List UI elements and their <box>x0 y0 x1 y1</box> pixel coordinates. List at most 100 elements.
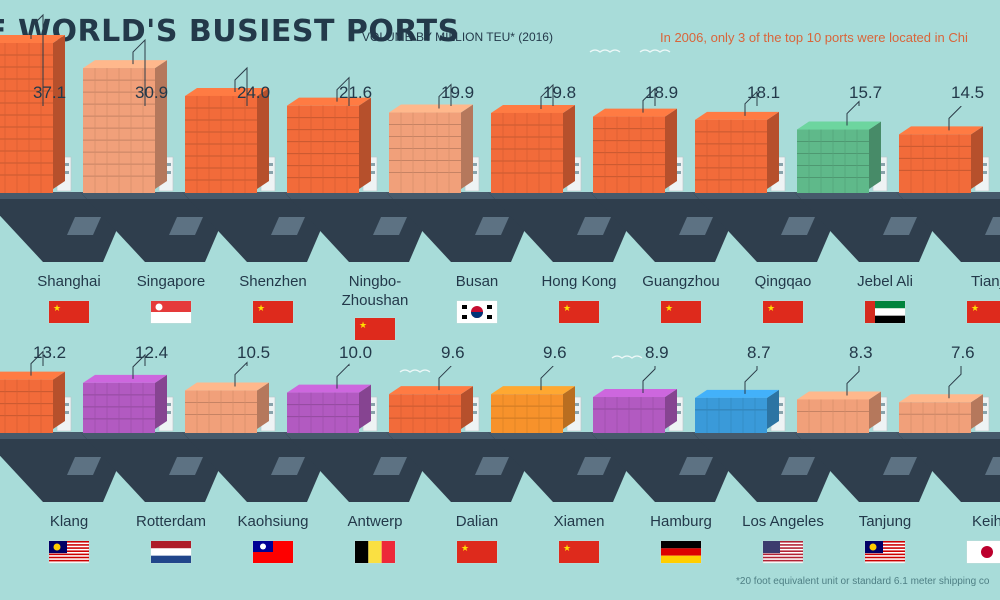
ship-deck <box>386 432 508 439</box>
leader-line <box>336 76 350 106</box>
value-label: 15.7 <box>849 83 882 102</box>
flag-part <box>763 301 803 323</box>
leader-line <box>642 366 656 394</box>
ship-shanghai: 37.1 Shanghai ★ <box>0 13 118 324</box>
flag-part <box>865 550 905 552</box>
container-top <box>593 108 677 117</box>
wave-decoration <box>611 355 643 359</box>
container-side <box>53 35 65 189</box>
ship-bow-hatch <box>67 457 101 475</box>
value-label: 18.1 <box>747 83 780 102</box>
ship-hull <box>590 192 730 262</box>
container-side <box>359 384 371 429</box>
leader-line <box>234 66 248 106</box>
flag-part <box>967 301 1000 323</box>
container-side <box>359 97 371 189</box>
ship-bow-hatch <box>781 457 815 475</box>
container-side <box>869 391 881 429</box>
footnote: *20 foot equivalent unit or standard 6.1… <box>736 576 990 587</box>
container-top <box>0 371 65 380</box>
ship-bow-hatch <box>271 457 305 475</box>
flag-star: ★ <box>359 320 367 330</box>
value-label: 13.2 <box>33 343 66 362</box>
port-name: Tianj <box>971 273 1000 290</box>
container-top <box>0 35 65 43</box>
port-name: Qingqao <box>755 273 812 290</box>
ship-deck <box>0 432 100 439</box>
flag-part <box>865 301 875 323</box>
flag-part <box>381 541 395 563</box>
flag-part <box>865 541 905 543</box>
value-label: 12.4 <box>135 343 168 362</box>
ship-keih: 7.6 Keih <box>896 343 1000 564</box>
flag-star: ★ <box>767 303 775 313</box>
ship-hull <box>0 192 118 262</box>
ship-deck <box>284 192 406 199</box>
value-label: 19.9 <box>441 83 474 102</box>
flag-part <box>457 541 497 563</box>
flag-part <box>368 541 382 563</box>
container-top <box>389 386 473 395</box>
flag-part <box>763 553 803 556</box>
flag-part <box>763 550 803 552</box>
flag-part <box>49 547 89 549</box>
container-side <box>665 389 677 429</box>
leader-line <box>540 83 554 109</box>
ship-bow-hatch <box>577 457 611 475</box>
flag-part <box>487 315 492 319</box>
value-label: 37.1 <box>33 83 66 102</box>
port-name: Shanghai <box>37 273 100 290</box>
ship-tianj: 14.5 Tianj ★ <box>896 83 1000 324</box>
ship-deck <box>896 192 1000 199</box>
ship-rotterdam: 12.4 Rotterdam <box>80 343 220 564</box>
port-name: Zhoushan <box>342 292 409 309</box>
flag-part <box>661 548 701 556</box>
flag-part <box>763 556 803 559</box>
ship-hull <box>284 192 424 262</box>
value-label: 21.6 <box>339 83 372 102</box>
flag-part <box>865 556 905 559</box>
leader-line <box>948 106 962 131</box>
ship-hull <box>488 432 628 502</box>
ship-deck <box>590 432 712 439</box>
ship-hull <box>590 432 730 502</box>
container-side <box>971 394 983 429</box>
container-side <box>257 87 269 189</box>
ship-hull <box>284 432 424 502</box>
value-label: 8.7 <box>747 343 771 362</box>
container-top <box>797 121 881 130</box>
value-label: 9.6 <box>441 343 465 362</box>
leader-line <box>132 38 146 106</box>
port-name: Guangzhou <box>642 273 720 290</box>
flag-part <box>661 541 701 549</box>
port-name: Hong Kong <box>541 273 616 290</box>
flag-part <box>49 556 89 559</box>
flag-part <box>865 308 905 316</box>
leader-line <box>846 100 860 126</box>
leader-line <box>336 363 350 389</box>
ship-deck <box>896 432 1000 439</box>
port-name: Kaohsiung <box>238 513 309 530</box>
ship-deck <box>590 192 712 199</box>
leader-line <box>30 13 44 106</box>
flag-part <box>462 305 467 309</box>
ship-deck <box>488 432 610 439</box>
flag-part <box>763 559 803 562</box>
ship-hull <box>80 192 220 262</box>
value-label: 8.9 <box>645 343 669 362</box>
container-top <box>593 389 677 398</box>
flag-star: ★ <box>53 303 61 313</box>
flag-part <box>151 555 191 563</box>
flag-part <box>49 301 89 323</box>
value-label: 30.9 <box>135 83 168 102</box>
flag-crescent <box>53 543 61 551</box>
container-side <box>461 386 473 429</box>
ship-klang: 13.2 Klang <box>0 343 118 564</box>
flag-crescent <box>869 543 877 551</box>
flag-star: ★ <box>563 303 571 313</box>
ship-bow-hatch <box>679 217 713 235</box>
flag-part <box>49 544 89 546</box>
flag-part <box>49 550 89 552</box>
ship-antwerp: 10.0 Antwerp <box>284 343 424 564</box>
